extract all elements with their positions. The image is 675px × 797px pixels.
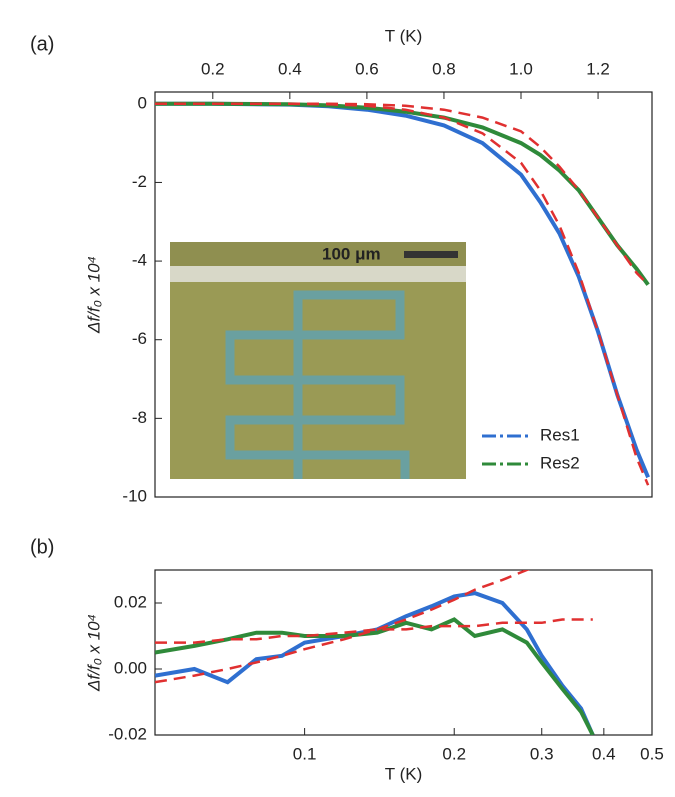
data-line [155, 617, 595, 735]
x-tick-label: 0.5 [640, 744, 664, 763]
y-tick-label: -4 [132, 251, 147, 270]
plot-frame [154, 91, 653, 498]
panel-label: (a) [30, 33, 54, 55]
y-tick-label: 0.00 [114, 658, 147, 677]
x-tick-label: 0.2 [201, 59, 225, 78]
y-axis-label: Δf/f₀ x 10⁴ [84, 256, 103, 334]
x-axis-label: T (K) [385, 764, 422, 783]
inset-strip [170, 266, 466, 282]
y-axis-label: Δf/f₀ x 10⁴ [84, 614, 103, 692]
x-tick-label: 0.3 [530, 744, 554, 763]
scale-bar [404, 251, 458, 258]
fit-line [155, 102, 649, 286]
legend-label: Res1 [540, 425, 580, 444]
x-tick-label: 0.4 [592, 744, 616, 763]
y-tick-label: 0.02 [114, 592, 147, 611]
inset-meander [225, 290, 410, 479]
inset-image: 100 μm [170, 242, 466, 479]
y-tick-label: -0.02 [108, 724, 147, 743]
x-tick-label: 0.2 [442, 744, 466, 763]
panel-label: (b) [30, 536, 54, 558]
legend-label: Res2 [540, 453, 580, 472]
fit-line [155, 618, 593, 644]
plot-area [155, 570, 595, 735]
x-tick-label: 0.4 [278, 59, 302, 78]
inset-label: 100 μm [322, 244, 381, 263]
data-line [155, 591, 595, 735]
fit-line [155, 570, 530, 684]
y-tick-label: -2 [132, 172, 147, 191]
y-tick-label: 0 [138, 93, 147, 112]
y-tick-label: -8 [132, 408, 147, 427]
x-tick-label: 1.0 [509, 59, 533, 78]
x-axis-label: T (K) [385, 26, 422, 45]
x-tick-label: 0.8 [432, 59, 456, 78]
plot-area [155, 101, 650, 486]
y-tick-label: -10 [122, 486, 147, 505]
x-tick-label: 1.2 [586, 59, 610, 78]
x-tick-label: 0.1 [293, 744, 317, 763]
y-tick-label: -6 [132, 329, 147, 348]
x-tick-label: 0.6 [355, 59, 379, 78]
